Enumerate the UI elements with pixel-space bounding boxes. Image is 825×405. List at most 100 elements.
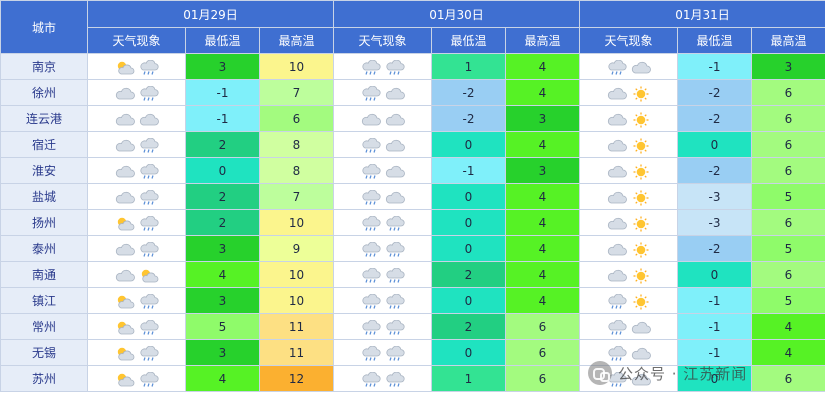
max-temp-cell: 3 — [505, 157, 580, 184]
cloudy-icon — [606, 216, 628, 232]
table-header: 城市 01月29日 01月30日 01月31日 天气现象 最低温 最高温 天气现… — [0, 0, 825, 54]
weather-icons — [579, 313, 678, 340]
rain-cloud-icon — [384, 293, 406, 310]
table-row: 扬州 2 10 0 4 -3 6 — [0, 209, 825, 236]
weather-icons — [87, 209, 186, 236]
weather-icons — [87, 53, 186, 80]
rain-cloud-icon — [138, 215, 160, 232]
weather-icons — [579, 339, 678, 366]
sun-cloud-icon — [114, 372, 136, 388]
cloudy-icon — [606, 190, 628, 206]
sun-cloud-icon — [114, 216, 136, 232]
city-name: 扬州 — [0, 209, 88, 236]
min-temp-cell: -1 — [431, 157, 506, 184]
min-temp-column-header: 最低温 — [677, 27, 752, 54]
min-temp-cell: -2 — [431, 105, 506, 132]
rain-cloud-icon — [606, 319, 628, 336]
max-temp-cell: 6 — [505, 365, 580, 392]
cloudy-icon — [630, 346, 652, 362]
rain-cloud-icon — [138, 241, 160, 258]
min-temp-cell: 0 — [431, 235, 506, 262]
max-temp-cell: 11 — [259, 313, 334, 340]
weather-icons — [579, 157, 678, 184]
rain-cloud-icon — [360, 345, 382, 362]
max-temp-cell: 6 — [505, 339, 580, 366]
city-name: 南京 — [0, 53, 88, 80]
weather-icons — [333, 79, 432, 106]
max-temp-cell: 4 — [505, 183, 580, 210]
min-temp-cell: 1 — [431, 53, 506, 80]
sun-icon — [630, 294, 652, 310]
sun-cloud-icon — [114, 320, 136, 336]
min-temp-cell: -1 — [185, 105, 260, 132]
rain-cloud-icon — [360, 293, 382, 310]
min-temp-cell: 2 — [185, 183, 260, 210]
city-name: 徐州 — [0, 79, 88, 106]
weather-icons — [579, 261, 678, 288]
rain-cloud-icon — [138, 85, 160, 102]
min-temp-cell: 0 — [677, 365, 752, 392]
rain-cloud-icon — [360, 189, 382, 206]
max-temp-cell: 5 — [751, 287, 825, 314]
day-header: 01月29日 — [87, 0, 334, 28]
city-name: 常州 — [0, 313, 88, 340]
min-temp-cell: -2 — [677, 79, 752, 106]
cloudy-icon — [114, 268, 136, 284]
weather-icons — [87, 261, 186, 288]
weather-icons — [333, 183, 432, 210]
weather-icons — [333, 339, 432, 366]
city-name: 宿迁 — [0, 131, 88, 158]
table-row: 苏州 4 12 1 6 0 6 — [0, 365, 825, 392]
min-temp-cell: 2 — [431, 261, 506, 288]
cloudy-icon — [384, 190, 406, 206]
min-temp-cell: -1 — [677, 339, 752, 366]
max-temp-column-header: 最高温 — [259, 27, 334, 54]
weather-column-header: 天气现象 — [87, 27, 186, 54]
day-header: 01月31日 — [579, 0, 825, 28]
sun-icon — [630, 86, 652, 102]
table-row: 盐城 2 7 0 4 -3 5 — [0, 183, 825, 210]
max-temp-cell: 4 — [505, 131, 580, 158]
max-temp-cell: 5 — [751, 183, 825, 210]
weather-icons — [87, 235, 186, 262]
weather-icons — [87, 365, 186, 392]
forecast-table: 城市 01月29日 01月30日 01月31日 天气现象 最低温 最高温 天气现… — [0, 0, 825, 392]
weather-icons — [333, 53, 432, 80]
rain-cloud-icon — [606, 345, 628, 362]
rain-cloud-icon — [138, 319, 160, 336]
city-name: 无锡 — [0, 339, 88, 366]
rain-cloud-icon — [138, 345, 160, 362]
rain-cloud-icon — [138, 293, 160, 310]
min-temp-cell: -1 — [185, 79, 260, 106]
min-temp-cell: -1 — [677, 313, 752, 340]
weather-icons — [579, 235, 678, 262]
min-temp-cell: -2 — [677, 235, 752, 262]
table-row: 常州 5 11 2 6 -1 4 — [0, 313, 825, 340]
table-row: 连云港 -1 6 -2 3 -2 6 — [0, 105, 825, 132]
cloudy-icon — [630, 60, 652, 76]
max-temp-column-header: 最高温 — [751, 27, 825, 54]
weather-icons — [579, 365, 678, 392]
table-row: 宿迁 2 8 0 4 0 6 — [0, 131, 825, 158]
city-name: 苏州 — [0, 365, 88, 392]
min-temp-cell: -2 — [677, 157, 752, 184]
sun-icon — [630, 242, 652, 258]
cloudy-icon — [606, 242, 628, 258]
max-temp-cell: 4 — [505, 53, 580, 80]
weather-icons — [579, 79, 678, 106]
rain-cloud-icon — [384, 241, 406, 258]
max-temp-cell: 6 — [751, 261, 825, 288]
weather-icons — [333, 157, 432, 184]
max-temp-cell: 10 — [259, 209, 334, 236]
min-temp-cell: -1 — [677, 287, 752, 314]
table-row: 镇江 3 10 0 4 -1 5 — [0, 287, 825, 314]
city-column-header: 城市 — [0, 0, 88, 54]
rain-cloud-icon — [384, 267, 406, 284]
rain-cloud-icon — [384, 345, 406, 362]
cloudy-icon — [114, 112, 136, 128]
max-temp-cell: 4 — [751, 313, 825, 340]
weather-icons — [87, 287, 186, 314]
max-temp-cell: 10 — [259, 287, 334, 314]
cloudy-icon — [630, 320, 652, 336]
rain-cloud-icon — [360, 163, 382, 180]
